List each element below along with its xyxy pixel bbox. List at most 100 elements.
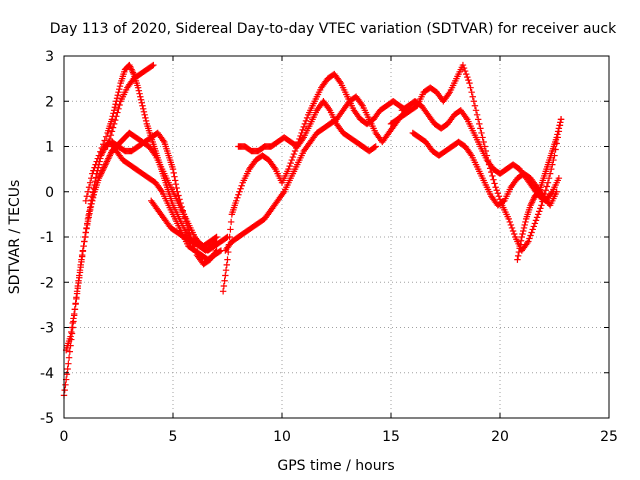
data-point <box>71 306 79 313</box>
data-point <box>475 116 482 123</box>
data-point <box>528 229 535 236</box>
series-track-k <box>387 61 565 254</box>
data-point <box>74 285 82 292</box>
y-tick-label: 0 <box>45 185 54 201</box>
data-point <box>112 116 119 124</box>
data-point <box>178 203 185 211</box>
data-point <box>105 153 113 161</box>
series-track-m <box>514 116 565 263</box>
data-points <box>60 61 565 399</box>
data-point <box>234 194 241 201</box>
data-point <box>88 174 95 182</box>
data-point <box>95 152 103 159</box>
data-point <box>86 208 93 215</box>
data-point <box>128 66 135 73</box>
data-point <box>537 205 544 212</box>
data-point <box>107 150 114 158</box>
data-point <box>516 245 523 252</box>
data-point <box>279 190 287 197</box>
data-point <box>102 161 109 168</box>
data-point <box>171 177 179 184</box>
data-point <box>159 137 167 144</box>
data-point <box>542 187 549 194</box>
data-point <box>291 147 299 155</box>
data-point <box>238 182 245 189</box>
data-point <box>170 169 177 177</box>
data-point <box>536 208 543 215</box>
data-point <box>518 233 525 241</box>
data-point <box>507 221 515 229</box>
data-point <box>126 63 134 70</box>
data-point <box>494 190 502 197</box>
data-point <box>80 242 87 250</box>
data-point <box>103 158 111 165</box>
data-point <box>480 138 487 146</box>
data-point <box>467 150 474 158</box>
data-point <box>116 85 123 93</box>
data-point <box>553 134 560 141</box>
data-point <box>84 220 91 227</box>
data-point <box>150 61 157 69</box>
data-point <box>97 148 104 155</box>
data-point <box>97 171 104 179</box>
data-point <box>223 261 230 269</box>
data-point <box>534 190 541 197</box>
data-point <box>93 158 100 165</box>
data-point <box>222 272 229 279</box>
data-point <box>528 199 536 206</box>
data-point <box>460 64 468 72</box>
data-point <box>76 269 84 276</box>
data-point <box>483 152 491 159</box>
data-point <box>83 193 91 200</box>
data-point <box>92 177 99 185</box>
data-point <box>65 360 72 367</box>
data-point <box>85 211 92 219</box>
data-point <box>67 333 74 340</box>
data-point <box>216 248 224 255</box>
data-point <box>110 107 118 114</box>
data-point <box>79 248 87 255</box>
data-point <box>464 73 471 81</box>
data-point <box>101 162 108 170</box>
data-point <box>73 290 81 297</box>
data-point <box>491 180 498 187</box>
data-point <box>83 224 90 232</box>
data-point <box>544 179 552 186</box>
data-point <box>530 196 537 203</box>
data-point <box>514 256 521 263</box>
data-point <box>302 117 310 125</box>
data-point <box>485 161 493 168</box>
data-point <box>371 144 378 151</box>
data-point <box>177 199 184 207</box>
data-point <box>100 141 107 148</box>
data-point <box>530 223 537 230</box>
x-axis-label: GPS time / hours <box>277 458 394 474</box>
data-point <box>539 198 546 205</box>
data-point <box>325 105 333 112</box>
y-tick-label: -5 <box>40 411 54 427</box>
data-point <box>508 224 516 232</box>
data-point <box>301 120 309 128</box>
data-point <box>63 371 71 378</box>
data-point <box>142 114 149 122</box>
data-point <box>224 256 231 263</box>
x-tick-label: 25 <box>600 429 618 445</box>
data-point <box>181 214 189 222</box>
data-point <box>289 153 297 161</box>
data-point <box>62 381 69 389</box>
data-point <box>84 215 92 223</box>
data-point <box>78 253 86 260</box>
data-point <box>65 354 73 361</box>
data-point <box>515 248 523 256</box>
data-point <box>110 110 117 117</box>
data-point <box>68 330 76 337</box>
data-point <box>492 184 499 191</box>
data-point <box>86 204 94 211</box>
data-point <box>179 207 187 214</box>
data-point <box>299 126 306 134</box>
data-point <box>137 93 144 100</box>
data-point <box>82 197 89 204</box>
data-point <box>115 105 122 112</box>
data-point <box>137 96 145 103</box>
data-point <box>527 202 534 209</box>
